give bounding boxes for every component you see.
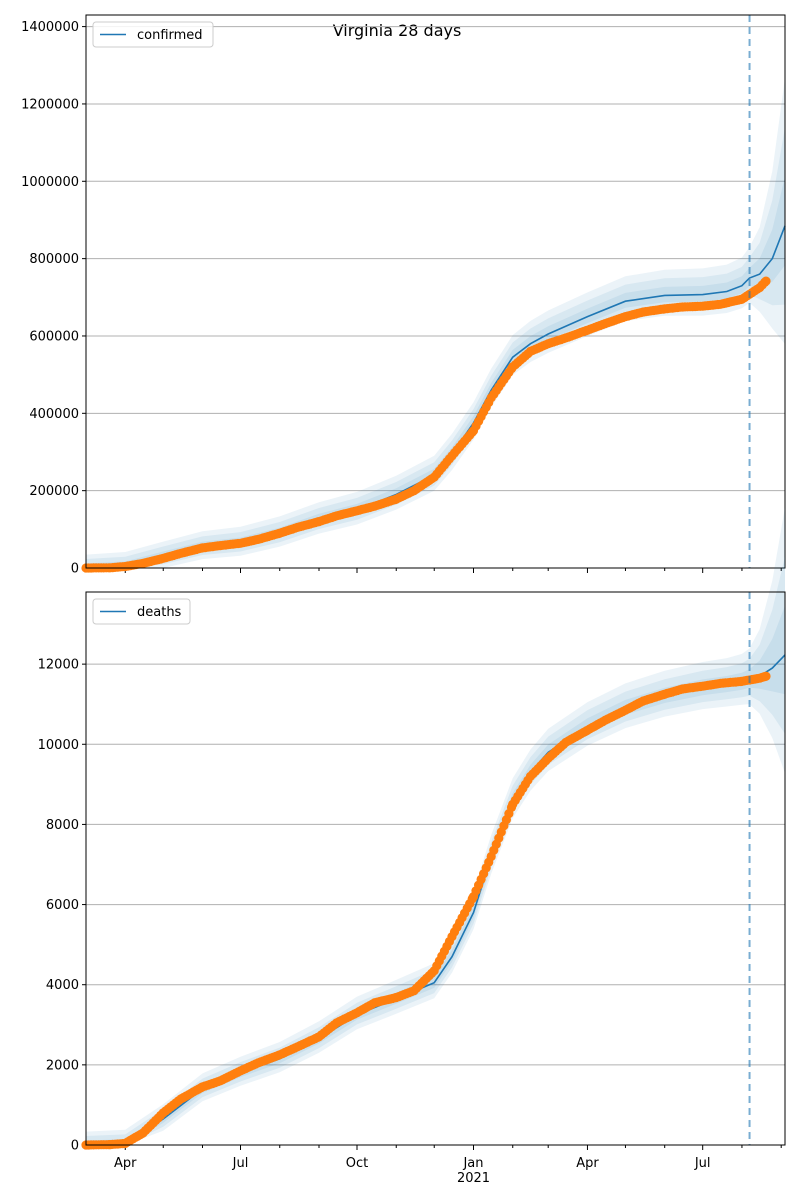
x-tick-label: Apr [114, 1156, 137, 1171]
y-tick-label: 2000 [46, 1058, 79, 1073]
legend: confirmed [92, 21, 214, 48]
confirmed-panel: 0 200000 400000 600000 800000 1000000 1200000 1… [21, 14, 786, 577]
x-tick-label: Jul [232, 1156, 249, 1171]
y-tick-label: 8000 [46, 818, 79, 833]
legend-box [92, 21, 214, 48]
y-tick-label: 12000 [38, 658, 79, 673]
x-tick-label: Oct [346, 1156, 368, 1171]
observed-point [761, 276, 771, 286]
uncertainty-band [86, 127, 785, 568]
y-tick-label: 0 [71, 562, 79, 577]
legend-label: confirmed [137, 28, 203, 43]
y-tick-label: 1000000 [21, 175, 79, 190]
model-line [85, 654, 786, 1146]
y-tick-label: 6000 [46, 898, 79, 913]
legend-box [92, 598, 191, 625]
y-tick-label: 400000 [29, 407, 79, 422]
y-tick-label: 1200000 [21, 97, 79, 112]
y-tick-label: 800000 [29, 252, 79, 267]
uncertainty-band [86, 507, 785, 1146]
x-tick-label: Apr [576, 1156, 599, 1171]
y-tick-label: 0 [71, 1139, 79, 1154]
x-tick-label: Jul [694, 1156, 711, 1171]
y-tick-label: 1400000 [21, 20, 79, 35]
x-tick-label: Jan [462, 1156, 483, 1171]
legend: deaths [92, 598, 191, 625]
uncertainty-band [86, 77, 785, 569]
chart-title: Virginia 28 days [333, 21, 462, 40]
legend-label: deaths [137, 605, 182, 620]
observed-point [761, 671, 771, 681]
y-tick-label: 10000 [38, 738, 79, 753]
axes-frame [85, 591, 786, 1146]
y-tick-label: 4000 [46, 978, 79, 993]
uncertainty-band [86, 556, 785, 1145]
uncertainty-band [86, 176, 785, 568]
y-tick-label: 200000 [29, 484, 79, 499]
x-year-label: 2021 [457, 1171, 490, 1186]
y-tick-label: 600000 [29, 329, 79, 344]
deaths-panel: 0 2000 4000 6000 8000 10000 12000 Apr Jul Oct Jan A… [38, 507, 786, 1186]
axes-frame [85, 14, 786, 569]
